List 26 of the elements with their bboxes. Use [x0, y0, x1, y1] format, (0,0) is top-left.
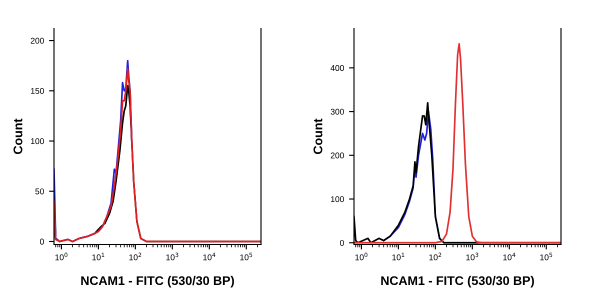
x-axis-title: NCAM1 - FITC (530/30 BP) [81, 276, 234, 288]
x-tick-label: 10$^{5}$ [240, 252, 252, 260]
y-tick-label: 100 [31, 138, 44, 144]
x-tick-label: 10$^{1}$ [392, 252, 404, 260]
x-tick-label: 10$^{1}$ [92, 252, 104, 260]
x-tick-label: 10$^{0}$ [55, 252, 68, 260]
x-tick-label: 10$^{0}$ [355, 252, 368, 260]
y-tick-label: 150 [31, 88, 44, 94]
y-tick-label: 200 [30, 38, 44, 44]
x-tick-label: 10$^{2}$ [129, 252, 142, 260]
y-tick-label: 0 [340, 240, 344, 246]
y-tick-label: 400 [330, 65, 344, 71]
y-tick-label: 300 [330, 108, 344, 115]
x-tick-label: 10$^{3}$ [166, 252, 178, 260]
y-tick-label: 0 [40, 238, 44, 245]
x-tick-label: 10$^{5}$ [540, 252, 552, 260]
y-axis-title: Count [314, 118, 322, 154]
y-axis-title: Count [14, 118, 22, 154]
y-tick-label: 200 [330, 152, 344, 158]
x-axis-title: NCAM1 - FITC (530/30 BP) [381, 276, 534, 288]
x-tick-label: 10$^{2}$ [429, 252, 442, 260]
y-tick-label: 50 [35, 188, 44, 194]
x-tick-label: 10$^{4}$ [203, 252, 216, 260]
x-tick-label: 10$^{3}$ [466, 252, 478, 260]
y-tick-label: 100 [331, 196, 344, 202]
x-tick-label: 10$^{4}$ [503, 252, 516, 260]
